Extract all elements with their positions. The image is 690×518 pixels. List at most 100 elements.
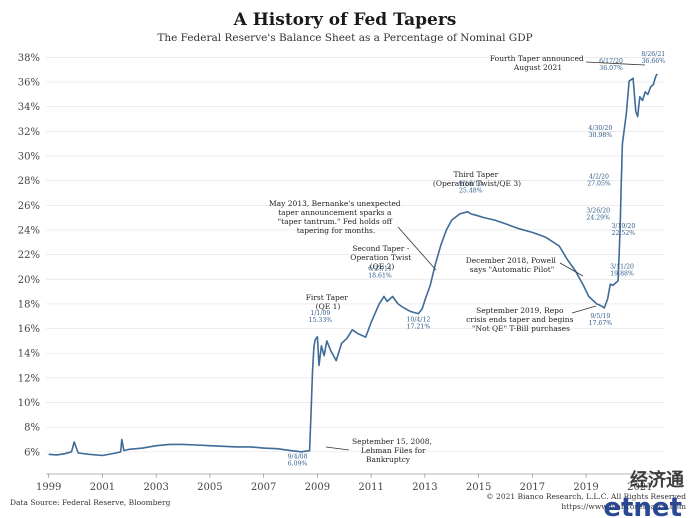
x-tick-label-2021: 2021 [627, 482, 652, 493]
annotation-second-taper-line-3: (QE 2) [370, 262, 395, 271]
data-label-line: 1/1/09 [310, 310, 330, 317]
data-label-3-19-20: 3/19/20 22.52% [611, 223, 635, 237]
y-tick-label-6: 6% [24, 447, 40, 458]
annotation-lehman-line-3: Bankruptcy [366, 455, 411, 464]
y-tick-label-12: 12% [18, 373, 40, 384]
data-label-line: 10/4/12 [406, 317, 430, 324]
x-tick-label-2009: 2009 [305, 482, 330, 493]
y-tick-label-36: 36% [18, 78, 40, 89]
x-tick-label-2015: 2015 [466, 482, 491, 493]
data-label-line: 9/18/14 [459, 181, 483, 188]
series-line-0 [48, 73, 658, 457]
etnet-watermark: 经济通 etnet [603, 469, 684, 518]
data-label-line: 6.09% [288, 461, 308, 468]
y-tick-label-8: 8% [24, 423, 40, 434]
annotation-second-taper-line-1: Second Taper - [352, 244, 409, 253]
y-tick-label-24: 24% [18, 225, 40, 236]
arrow-lehman [325, 446, 350, 451]
data-label-line: 4/30/20 [588, 125, 612, 132]
data-label-9-4-08: 9/4/08 6.09% [288, 454, 308, 468]
annotation-repo-crisis-line-1: September 2019, Repo [476, 306, 564, 315]
annotation-repo-crisis-line-3: "Not QE" T-Bill purchases [472, 324, 570, 333]
footer-source: Data Source: Federal Reserve, Bloomberg [10, 498, 171, 507]
annotation-lehman: September 15, 2008, Lehman Files for Ban… [352, 437, 434, 464]
data-label-line: 30.98% [589, 132, 613, 139]
data-label-9-5-19: 9/5/19 17.67% [589, 313, 613, 327]
data-label-line: 19.88% [610, 271, 634, 278]
x-tick-label-2017: 2017 [520, 482, 545, 493]
y-tick-label-16: 16% [18, 324, 40, 335]
annotation-taper-tantrum-line-3: "taper tantrum." Fed holds off [278, 217, 393, 226]
data-label-3-26-20: 3/26/20 24.29% [586, 207, 610, 221]
arrow-fourth-taper [585, 61, 646, 66]
x-tick-label-2019: 2019 [573, 482, 598, 493]
annotation-second-taper: Second Taper - Operation Twist (QE 2) [350, 244, 413, 271]
data-label-6-17-20: 6/17/20 36.07% [599, 58, 623, 72]
annotation-powell-line-2: says "Automatic Pilot" [470, 265, 554, 274]
chart-title: A History of Fed Tapers [233, 10, 457, 30]
y-tick-label-22: 22% [18, 250, 40, 261]
annotation-third-taper-line-1: Third Taper [453, 170, 498, 179]
arrow-taper-tantrum [397, 226, 437, 271]
data-label-line: 3/19/20 [611, 223, 635, 230]
data-label-8-26-21: 8/26/21 36.66% [641, 51, 665, 65]
data-label-4-2-20: 4/2/20 27.05% [587, 173, 611, 187]
y-tick-label-10: 10% [18, 398, 40, 409]
x-tick-label-1999: 1999 [36, 482, 61, 493]
data-label-4-30-20: 4/30/20 30.98% [588, 125, 612, 139]
x-tick-label-2001: 2001 [90, 482, 115, 493]
data-label-line: 36.07% [599, 65, 623, 72]
annotation-fourth-taper-line-2: August 2021 [513, 63, 562, 72]
annotation-repo-crisis-line-2: crisis ends taper and begins [466, 315, 573, 324]
data-label-line: 18.61% [368, 272, 392, 279]
data-label-9-18-14: 9/18/14 25.48% [459, 181, 483, 195]
annotation-powell: December 2018, Powell says "Automatic Pi… [466, 256, 559, 274]
annotation-second-taper-line-2: Operation Twist [350, 253, 411, 262]
watermark-chinese: 经济通 [630, 469, 684, 491]
data-label-3-11-20: 3/11/20 19.88% [610, 264, 634, 278]
annotation-lehman-line-1: September 15, 2008, [352, 437, 432, 446]
x-tick-label-2011: 2011 [358, 482, 383, 493]
annotation-fourth-taper: Fourth Taper announced August 2021 [490, 54, 586, 72]
data-label-line: 3/11/20 [610, 264, 634, 271]
annotation-third-taper-line-2: (Operation Twist/QE 3) [433, 179, 521, 188]
data-label-line: 17.21% [407, 324, 431, 331]
data-label-line: 22.52% [612, 230, 636, 237]
annotation-lehman-line-2: Lehman Files for [361, 446, 426, 455]
data-label-line: 3/26/20 [586, 207, 610, 214]
data-label-line: 6/17/20 [599, 58, 623, 65]
y-tick-label-18: 18% [18, 299, 40, 310]
data-label-line: 27.05% [587, 180, 611, 187]
annotations: September 15, 2008, Lehman Files for Ban… [269, 54, 646, 464]
y-tick-label-34: 34% [18, 102, 40, 113]
y-tick-label-38: 38% [18, 53, 40, 64]
data-labels: 9/4/08 6.09% 1/1/09 15.33% 6/23/11 18.61% 10/4… [288, 51, 666, 468]
y-tick-label-28: 28% [18, 176, 40, 187]
data-label-line: 6/23/11 [368, 265, 392, 272]
annotation-taper-tantrum-line-4: tapering for months. [297, 226, 376, 235]
y-tick-label-20: 20% [18, 275, 40, 286]
grid-lines [46, 57, 664, 453]
chart-subtitle: The Federal Reserve's Balance Sheet as a… [157, 32, 532, 44]
y-tick-label-30: 30% [18, 152, 40, 163]
annotation-first-taper-line-1: First Taper [306, 293, 349, 302]
y-axis-ticks: 6% 8% 10% 12% 14% 16% 18% 20% 22% 24% 26% 28% 30% 32%… [18, 53, 40, 458]
x-tick-label-2007: 2007 [251, 482, 276, 493]
data-label-line: 25.48% [459, 188, 483, 195]
series-group [48, 73, 658, 457]
arrow-repo-crisis [571, 305, 597, 314]
data-label-line: 15.33% [309, 317, 333, 324]
y-tick-label-32: 32% [18, 127, 40, 138]
footer-url[interactable]: https://www.biancoresearch.com [561, 502, 686, 511]
annotation-first-taper: First Taper (QE 1) [306, 293, 351, 311]
annotation-repo-crisis: September 2019, Repo crisis ends taper a… [466, 306, 576, 333]
x-tick-label-2005: 2005 [197, 482, 222, 493]
y-tick-label-14: 14% [18, 349, 40, 360]
arrow-powell [559, 262, 584, 277]
annotation-powell-line-1: December 2018, Powell [466, 256, 557, 265]
y-tick-label-26: 26% [18, 201, 40, 212]
footer-copyright: © 2021 Bianco Research, L.L.C. All Right… [486, 492, 686, 501]
annotation-third-taper: Third Taper (Operation Twist/QE 3) [433, 170, 521, 188]
annotation-first-taper-line-2: (QE 1) [316, 302, 341, 311]
watermark-logo: etnet [603, 493, 682, 518]
